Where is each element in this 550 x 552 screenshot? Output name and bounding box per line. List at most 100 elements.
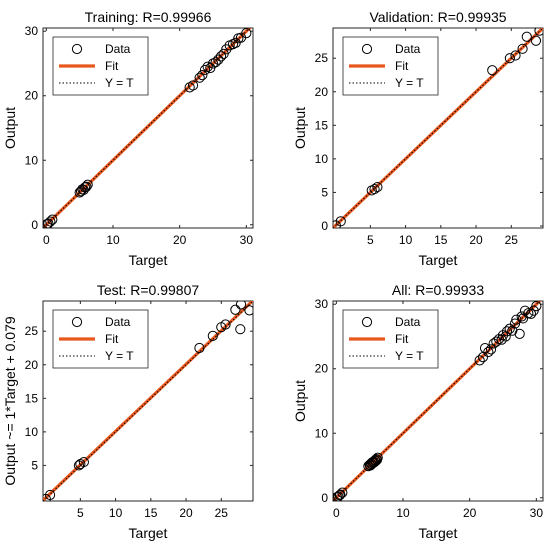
validation-x-tick-label: 25 (505, 233, 519, 247)
training-data-point (221, 44, 232, 55)
training-data-point (213, 54, 224, 65)
training-legend-entry: Data (105, 42, 131, 56)
validation-identity-line (333, 28, 543, 228)
training-data-point (82, 179, 93, 190)
validation-legend-entry: Fit (395, 59, 409, 73)
validation-plot-area (333, 28, 543, 228)
training-panel: Training: R=0.99966 Target Output 0 10 20 30 0 1… (2, 9, 254, 268)
test-y-tick-label: 20 (25, 358, 39, 372)
validation-data-point (510, 50, 521, 61)
all-x-tick-label: 0 (333, 506, 340, 520)
validation-y-tick-label: 15 (315, 118, 329, 132)
all-data-point (334, 490, 345, 501)
training-data-point (43, 218, 54, 228)
test-data-point (44, 489, 56, 501)
training-legend-data-swatch (71, 43, 83, 55)
all-legend-entry: Y = T (395, 349, 424, 363)
test-data-point (220, 319, 231, 330)
training-data-point (215, 51, 227, 62)
all-data-point (474, 355, 485, 366)
validation-y-tick-label: 5 (321, 185, 328, 199)
test-identity-line (43, 301, 253, 501)
validation-y-tick-label: 20 (315, 85, 329, 99)
validation-x-label: Target (419, 252, 458, 268)
training-data-point (47, 214, 58, 225)
all-data-point (485, 344, 497, 355)
training-x-tick-label: 20 (173, 233, 187, 247)
all-x-tick-label: 20 (463, 506, 477, 520)
training-data-point (210, 57, 221, 68)
all-data-point (504, 323, 515, 334)
test-x-tick-label: 15 (144, 506, 158, 520)
all-data-point (511, 314, 522, 325)
test-y-tick-label: 15 (25, 391, 39, 405)
test-data-point (207, 330, 218, 341)
validation-data-point (534, 28, 543, 36)
validation-data-point (521, 31, 532, 42)
test-panel: Test: R=0.99807 Target Output ~= 1*Target … (2, 282, 254, 541)
training-data-point (227, 39, 239, 50)
test-legend-entry: Y = T (105, 349, 134, 363)
validation-data-point (487, 65, 498, 76)
validation-y-tick-label: 25 (315, 51, 329, 65)
test-y-tick-label: 5 (31, 458, 38, 472)
training-fit-line (43, 28, 252, 228)
all-x-tick-label: 10 (396, 506, 410, 520)
training-y-tick-label: 10 (25, 153, 39, 167)
validation-data-point (530, 35, 542, 46)
all-data-point (507, 325, 518, 336)
all-data-point (501, 326, 513, 337)
validation-y-tick-label: 0 (321, 219, 328, 233)
test-plot-area (43, 301, 253, 501)
test-y-label: Output ~= 1*Target + 0.079 (2, 316, 18, 486)
all-y-tick-label: 30 (315, 297, 329, 311)
all-y-tick-label: 0 (321, 491, 328, 505)
validation-x-tick-label: 10 (399, 233, 413, 247)
training-y-tick-label: 0 (31, 218, 38, 232)
all-panel: All: R=0.99933 Target Output 0 10 20 30 0 10 20 30… (292, 282, 544, 541)
all-y-label: Output (292, 380, 308, 422)
validation-data-point (366, 185, 377, 196)
validation-y-label: Output (292, 107, 308, 149)
test-x-tick-label: 10 (109, 506, 123, 520)
all-data-point (337, 487, 348, 498)
test-x-label: Target (129, 525, 168, 541)
test-data-point (235, 324, 246, 335)
all-x-tick-label: 30 (530, 506, 544, 520)
all-plot-area (333, 301, 542, 501)
training-data-point (207, 58, 219, 69)
test-legend-data-swatch (71, 316, 83, 328)
validation-x-tick-label: 15 (434, 233, 448, 247)
training-legend: Data Fit Y = T (52, 36, 149, 96)
training-x-tick-label: 30 (240, 233, 254, 247)
training-y-tick-label: 20 (25, 89, 39, 103)
validation-data-point (517, 43, 528, 54)
test-data-point (235, 301, 247, 310)
test-data-point (230, 304, 241, 315)
all-data-point (333, 491, 344, 501)
test-legend: Data Fit Y = T (52, 309, 149, 369)
test-data-point (194, 342, 205, 354)
validation-data-point (335, 216, 346, 227)
all-data-point (335, 489, 346, 500)
test-x-tick-label: 5 (77, 506, 84, 520)
training-x-tick-label: 10 (106, 233, 120, 247)
validation-data-point (372, 181, 383, 193)
training-x-label: Target (129, 252, 168, 268)
all-y-tick-label: 10 (315, 426, 329, 440)
validation-y-tick-label: 10 (315, 152, 329, 166)
test-y-tick-label: 10 (25, 425, 39, 439)
all-data-point (479, 342, 491, 354)
validation-title: Validation: R=0.99935 (369, 9, 506, 25)
training-data-point (184, 82, 195, 93)
validation-data-point (369, 183, 380, 195)
all-data-point (531, 301, 542, 312)
test-title: Test: R=0.99807 (97, 282, 200, 298)
validation-legend-entry: Data (395, 42, 421, 56)
all-data-point (483, 346, 494, 358)
all-legend-entry: Fit (395, 332, 409, 346)
all-data-point (372, 452, 383, 463)
training-title: Training: R=0.99966 (85, 9, 212, 25)
all-legend-data-swatch (361, 316, 373, 328)
